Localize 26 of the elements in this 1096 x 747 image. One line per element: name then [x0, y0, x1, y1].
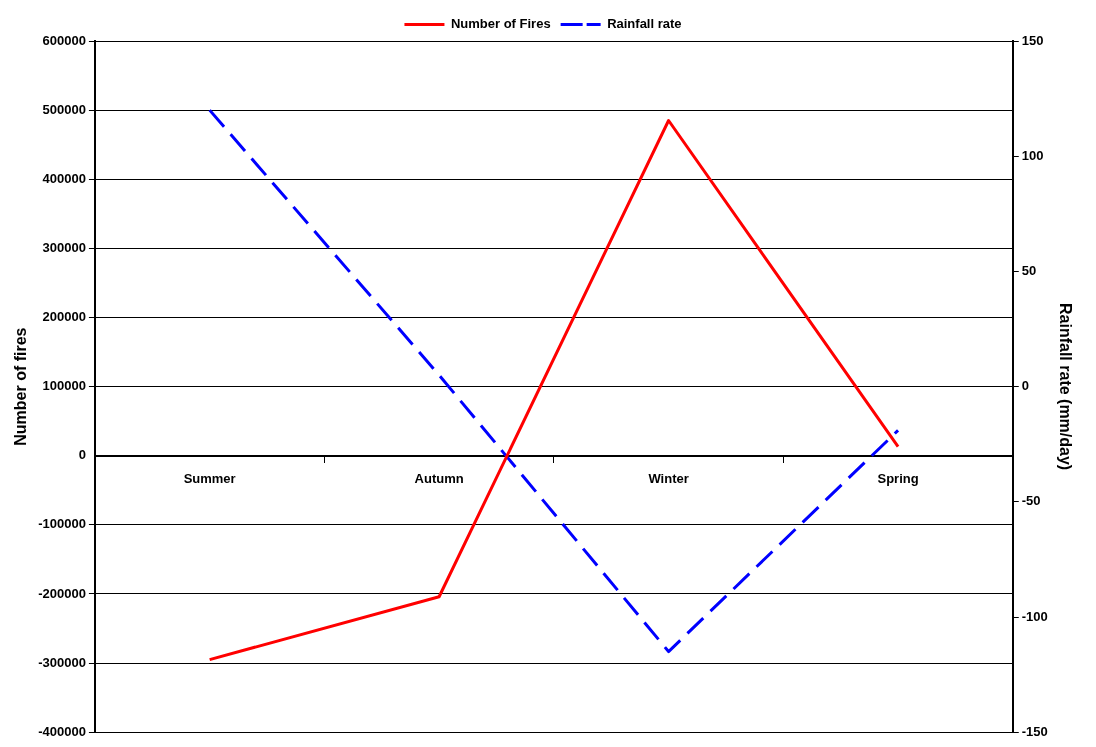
y-tick-label: 0: [78, 447, 86, 463]
y-tick-label: 200000: [42, 309, 86, 325]
y-tick-label: -200000: [38, 585, 86, 601]
y-tick-label: 400000: [42, 170, 86, 186]
y2-tick-label: -50: [1021, 493, 1041, 509]
y-tick-label: 500000: [42, 101, 86, 117]
x-tick-label: Autumn: [414, 471, 464, 487]
y-tick-label: 100000: [42, 378, 86, 394]
y-axis-title: Number of fires: [12, 327, 30, 446]
x-tick-label: Summer: [183, 471, 236, 487]
y2-tick-label: -150: [1021, 723, 1048, 739]
y-tick-label: -300000: [38, 654, 86, 670]
y-tick-label: -400000: [38, 723, 86, 739]
y-tick-label: 600000: [42, 32, 86, 48]
y2-tick-label: 0: [1021, 378, 1030, 394]
y2-tick-label: 50: [1021, 262, 1037, 278]
y2-tick-label: 100: [1021, 147, 1044, 163]
x-tick-label: Spring: [877, 471, 919, 487]
x-tick-label: Winter: [648, 471, 689, 487]
y2-tick-label: -100: [1021, 608, 1048, 624]
y-tick-label: 300000: [42, 239, 86, 255]
y2-axis-title: Rainfall rate (mm/day): [1056, 303, 1074, 471]
legend-label: Number of Fires: [450, 16, 551, 32]
y2-tick-label: 150: [1021, 32, 1044, 48]
legend-label: Rainfall rate: [607, 16, 682, 32]
y-tick-label: -100000: [38, 516, 86, 532]
